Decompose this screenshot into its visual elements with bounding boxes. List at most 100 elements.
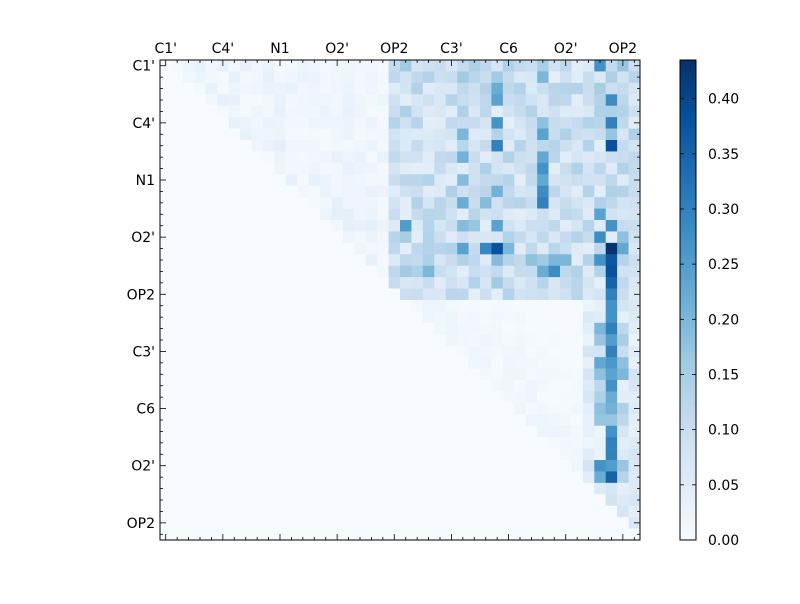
- heatmap-cell: [582, 140, 595, 152]
- heatmap-cell: [445, 368, 458, 381]
- heatmap-cell: [514, 265, 527, 278]
- heatmap-cell: [537, 448, 549, 461]
- heatmap-cell: [262, 162, 275, 175]
- heatmap-cell: [582, 231, 595, 244]
- heatmap-cells: [160, 60, 641, 541]
- heatmap-cell: [480, 494, 492, 507]
- heatmap-cell: [331, 505, 344, 518]
- heatmap-cell: [331, 345, 344, 358]
- heatmap-cell: [365, 288, 378, 301]
- heatmap-cell: [445, 288, 458, 301]
- heatmap-cell: [411, 277, 424, 289]
- heatmap-cell: [422, 528, 435, 541]
- heatmap-cell: [217, 334, 229, 347]
- heatmap-cell: [422, 402, 435, 415]
- heatmap-cell: [571, 517, 584, 529]
- heatmap-cell: [468, 505, 481, 518]
- heatmap-cell: [422, 288, 435, 301]
- heatmap-cell: [411, 265, 424, 278]
- heatmap-cell: [468, 128, 481, 141]
- heatmap-cell: [160, 425, 172, 438]
- heatmap-cell: [297, 105, 309, 118]
- heatmap-cell: [160, 277, 172, 289]
- heatmap-cell: [502, 197, 515, 209]
- heatmap-cell: [594, 345, 607, 358]
- heatmap-cell: [502, 277, 515, 289]
- heatmap-cell: [605, 345, 618, 358]
- heatmap-cell: [400, 460, 412, 472]
- heatmap-cell: [468, 322, 481, 335]
- heatmap-cell: [331, 208, 344, 221]
- heatmap-cell: [468, 460, 481, 472]
- heatmap-cell: [514, 277, 527, 289]
- heatmap-cell: [308, 151, 321, 164]
- heatmap-cell: [411, 197, 424, 209]
- heatmap-cell: [525, 162, 538, 175]
- heatmap-cell: [617, 345, 629, 358]
- heatmap-cell: [228, 505, 241, 518]
- heatmap-cell: [537, 322, 549, 335]
- heatmap-cell: [331, 368, 344, 381]
- heatmap-cell: [537, 311, 549, 324]
- heatmap-cell: [400, 391, 412, 404]
- heatmap-cell: [297, 322, 309, 335]
- heatmap-cell: [422, 368, 435, 381]
- heatmap-cell: [240, 288, 252, 301]
- heatmap-cell: [445, 380, 458, 392]
- heatmap-cell: [628, 437, 641, 449]
- heatmap-cell: [434, 231, 447, 244]
- heatmap-cell: [422, 482, 435, 495]
- heatmap-cell: [548, 82, 561, 95]
- heatmap-cell: [377, 460, 389, 472]
- heatmap-cell: [594, 334, 607, 347]
- heatmap-cell: [468, 265, 481, 278]
- heatmap-cell: [548, 300, 561, 312]
- heatmap-cell: [480, 220, 492, 232]
- heatmap-cell: [217, 380, 229, 392]
- heatmap-cell: [617, 311, 629, 324]
- heatmap-cell: [480, 71, 492, 84]
- heatmap-cell: [400, 448, 412, 461]
- heatmap-cell: [400, 322, 412, 335]
- heatmap-cell: [228, 208, 241, 221]
- heatmap-cell: [160, 357, 172, 369]
- heatmap-cell: [594, 254, 607, 267]
- heatmap-cell: [251, 71, 264, 84]
- heatmap-cell: [320, 265, 332, 278]
- heatmap-cell: [480, 437, 492, 449]
- heatmap-cell: [182, 197, 195, 209]
- heatmap-cell: [525, 185, 538, 198]
- heatmap-cell: [434, 140, 447, 152]
- heatmap-cell: [537, 128, 549, 141]
- heatmap-cell: [502, 311, 515, 324]
- heatmap-cell: [377, 311, 389, 324]
- heatmap-cell: [434, 471, 447, 484]
- heatmap-cell: [434, 265, 447, 278]
- heatmap-cell: [480, 425, 492, 438]
- heatmap-cell: [217, 151, 229, 164]
- heatmap-cell: [628, 185, 641, 198]
- heatmap-cell: [365, 345, 378, 358]
- heatmap-cell: [411, 94, 424, 107]
- heatmap-cell: [205, 482, 218, 495]
- heatmap-cell: [571, 220, 584, 232]
- heatmap-cell: [160, 368, 172, 381]
- heatmap-cell: [594, 528, 607, 541]
- heatmap-cell: [582, 265, 595, 278]
- heatmap-cell: [342, 60, 355, 72]
- heatmap-cell: [468, 231, 481, 244]
- heatmap-cell: [605, 185, 618, 198]
- heatmap-cell: [537, 231, 549, 244]
- heatmap-cell: [411, 311, 424, 324]
- heatmap-cell: [457, 471, 469, 484]
- heatmap-cell: [285, 82, 298, 95]
- heatmap-cell: [605, 71, 618, 84]
- heatmap-cell: [308, 505, 321, 518]
- heatmap-cell: [582, 94, 595, 107]
- heatmap-cell: [365, 494, 378, 507]
- heatmap-cell: [240, 505, 252, 518]
- heatmap-cell: [354, 517, 367, 529]
- heatmap-cell: [502, 105, 515, 118]
- heatmap-cell: [537, 402, 549, 415]
- heatmap-cell: [342, 220, 355, 232]
